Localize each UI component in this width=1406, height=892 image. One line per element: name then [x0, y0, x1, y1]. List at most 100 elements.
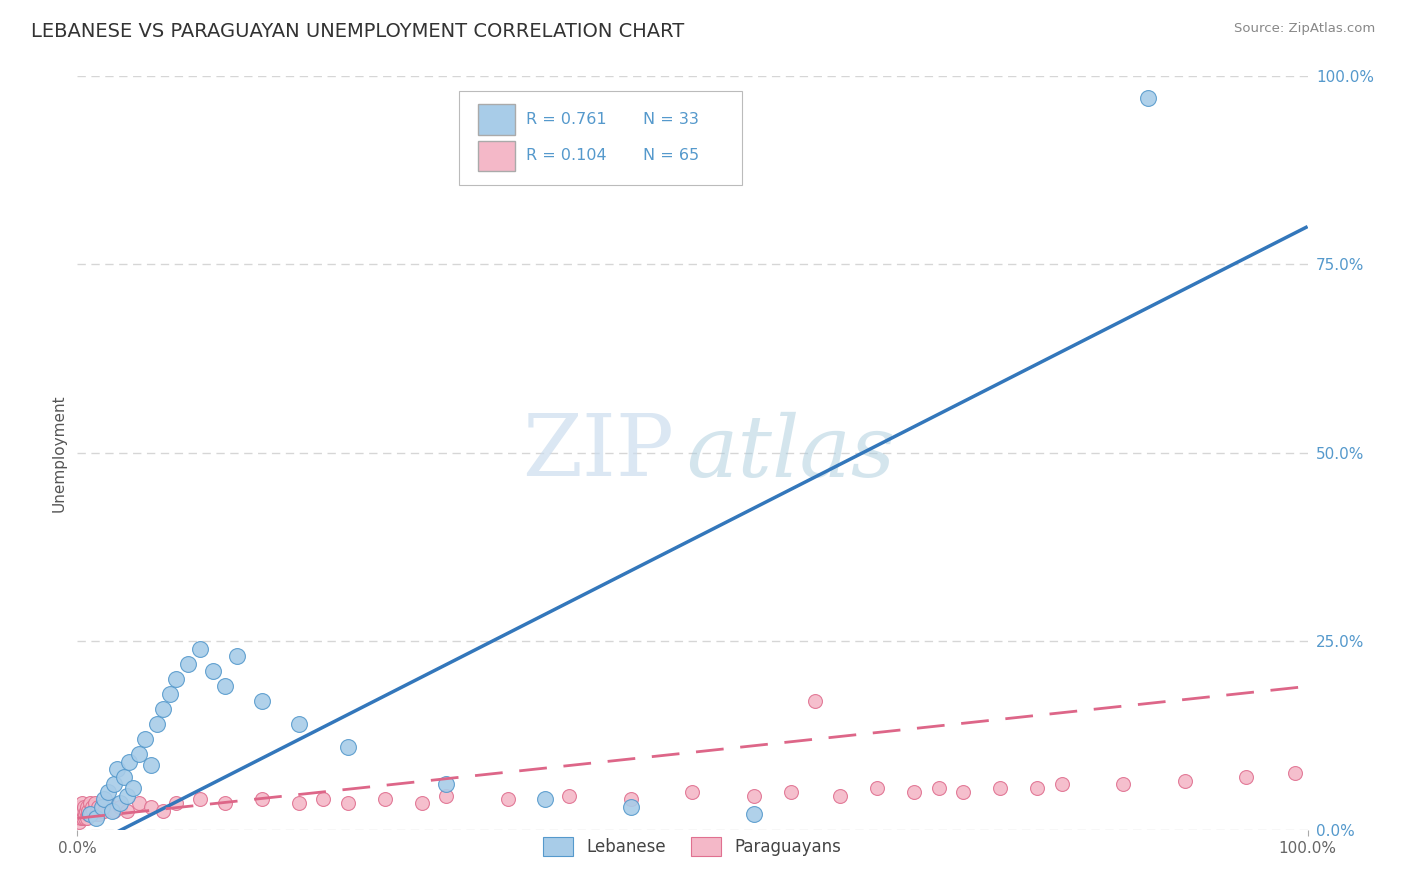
Point	[110, 800, 132, 814]
Point	[83, 796, 105, 810]
Point	[1174, 773, 1197, 788]
Point	[110, 796, 132, 810]
Point	[89, 807, 111, 822]
Point	[76, 807, 98, 822]
Point	[112, 770, 135, 784]
Point	[67, 807, 90, 822]
Point	[337, 796, 360, 810]
Point	[496, 792, 519, 806]
Point	[82, 800, 104, 814]
Point	[69, 800, 91, 814]
FancyBboxPatch shape	[478, 104, 516, 135]
Text: R = 0.104: R = 0.104	[526, 148, 607, 163]
Point	[73, 811, 96, 825]
Point	[1136, 91, 1159, 105]
Point	[82, 804, 104, 818]
Point	[226, 649, 249, 664]
Point	[558, 789, 581, 803]
Point	[134, 732, 156, 747]
Point	[214, 796, 236, 810]
Point	[75, 804, 97, 818]
Point	[128, 796, 150, 810]
Point	[115, 804, 138, 818]
Point	[214, 679, 236, 693]
Point	[103, 804, 125, 818]
Point	[312, 792, 335, 806]
Point	[84, 807, 107, 822]
Point	[79, 807, 101, 822]
Point	[152, 804, 174, 818]
Point	[152, 702, 174, 716]
Point	[374, 792, 396, 806]
Point	[780, 785, 803, 799]
Point	[188, 641, 212, 656]
Text: R = 0.761: R = 0.761	[526, 112, 607, 127]
Point	[830, 789, 852, 803]
FancyBboxPatch shape	[458, 91, 742, 186]
Point	[66, 811, 89, 825]
Point	[288, 796, 311, 810]
Point	[141, 758, 163, 772]
Point	[97, 785, 120, 799]
Point	[952, 785, 974, 799]
Point	[1112, 777, 1135, 791]
Point	[201, 665, 224, 679]
Point	[69, 804, 91, 818]
Point	[103, 777, 125, 791]
Point	[115, 789, 138, 803]
Point	[72, 804, 94, 818]
Text: atlas: atlas	[686, 411, 896, 494]
Point	[70, 796, 93, 810]
Point	[534, 792, 557, 806]
Point	[903, 785, 925, 799]
Point	[250, 792, 273, 806]
FancyBboxPatch shape	[478, 141, 516, 170]
Point	[337, 739, 360, 754]
Point	[70, 807, 93, 822]
Point	[90, 804, 112, 818]
Point	[121, 781, 143, 796]
Point	[80, 807, 103, 822]
Point	[84, 811, 107, 825]
Point	[141, 800, 163, 814]
Point	[75, 807, 97, 822]
Point	[79, 796, 101, 810]
Point	[73, 800, 96, 814]
Point	[93, 792, 115, 806]
Point	[177, 657, 200, 671]
Point	[77, 804, 100, 818]
Point	[86, 804, 108, 818]
Point	[165, 672, 187, 686]
Legend: Lebanese, Paraguayans: Lebanese, Paraguayans	[537, 830, 848, 863]
Point	[188, 792, 212, 806]
Point	[93, 804, 115, 818]
Point	[70, 811, 93, 825]
Point	[87, 800, 110, 814]
Text: LEBANESE VS PARAGUAYAN UNEMPLOYMENT CORRELATION CHART: LEBANESE VS PARAGUAYAN UNEMPLOYMENT CORR…	[31, 22, 685, 41]
Point	[118, 755, 141, 769]
Point	[250, 694, 273, 708]
Point	[90, 800, 114, 814]
Point	[1050, 777, 1073, 791]
Point	[105, 762, 128, 776]
Point	[804, 694, 827, 708]
Point	[146, 717, 169, 731]
Point	[742, 807, 765, 822]
Point	[436, 789, 458, 803]
Point	[159, 687, 181, 701]
Point	[1026, 781, 1049, 796]
Point	[411, 796, 433, 810]
Text: N = 65: N = 65	[644, 148, 699, 163]
Point	[101, 804, 124, 818]
Y-axis label: Unemployment: Unemployment	[51, 394, 66, 511]
Point	[76, 811, 98, 825]
Point	[1234, 770, 1257, 784]
Point	[67, 815, 90, 830]
Point	[682, 785, 704, 799]
Point	[620, 800, 643, 814]
Point	[97, 796, 120, 810]
Point	[866, 781, 889, 796]
Point	[90, 800, 114, 814]
Point	[165, 796, 187, 810]
Text: ZIP: ZIP	[522, 411, 673, 494]
